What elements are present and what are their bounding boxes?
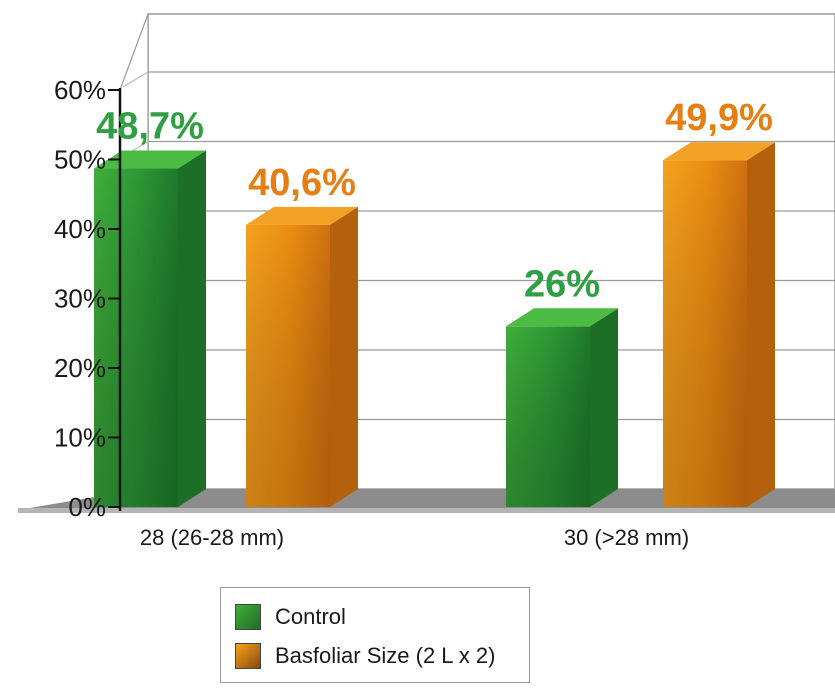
bar-front-shade [246,224,330,507]
y-tick-label: 50% [54,145,106,175]
data-labels: 48,7% 40,6% 26% 49,9% [96,97,773,305]
chart-floor [18,489,835,513]
legend-swatch-control [235,604,261,630]
bar-side-face [330,206,358,507]
bar-basfoliar-1 [246,206,358,507]
legend-item-control: Control [235,604,346,630]
data-label-basfoliar-2: 49,9% [665,97,773,139]
floor-edge [18,508,835,513]
bar-top-face [506,308,618,327]
bar-top-face [94,150,206,169]
x-tick-label: 28 (26-28 mm) [140,525,284,550]
bar-basfoliar-2 [663,142,775,507]
legend-swatch-basfoliar [235,643,261,669]
data-label-control-2: 26% [524,263,600,305]
floor-plane [18,489,835,510]
bars-group [94,142,775,507]
bar-control-1 [94,150,206,507]
y-tick-label: 0% [68,492,106,522]
bar-top-face [663,142,775,161]
bar-front-shade [506,326,590,507]
legend-label-control: Control [275,604,346,629]
bar-control-2 [506,308,618,507]
bar-front-shade [94,168,178,507]
bar-side-face [178,150,206,507]
bar-front-shade [663,160,747,507]
y-axis: 0% 10% 20% 30% 40% 50% 60% [54,75,122,522]
y-tick-label: 60% [54,75,106,105]
bar-side-face [747,142,775,507]
data-label-basfoliar-1: 40,6% [248,162,356,204]
gridline-side [122,71,149,88]
data-label-control-1: 48,7% [96,106,204,148]
y-tick-label: 30% [54,284,106,314]
y-tick-label: 40% [54,214,106,244]
y-tick-label: 10% [54,423,106,453]
legend: Control Basfoliar Size (2 L x 2) [220,587,530,683]
y-tick-label: 20% [54,353,106,383]
legend-label-basfoliar: Basfoliar Size (2 L x 2) [275,643,496,668]
bar-top-face [246,206,358,225]
x-tick-label: 30 (>28 mm) [564,525,689,550]
x-axis: 28 (26-28 mm) 30 (>28 mm) [140,525,689,550]
bar-side-face [590,308,618,507]
legend-item-basfoliar: Basfoliar Size (2 L x 2) [235,643,496,669]
